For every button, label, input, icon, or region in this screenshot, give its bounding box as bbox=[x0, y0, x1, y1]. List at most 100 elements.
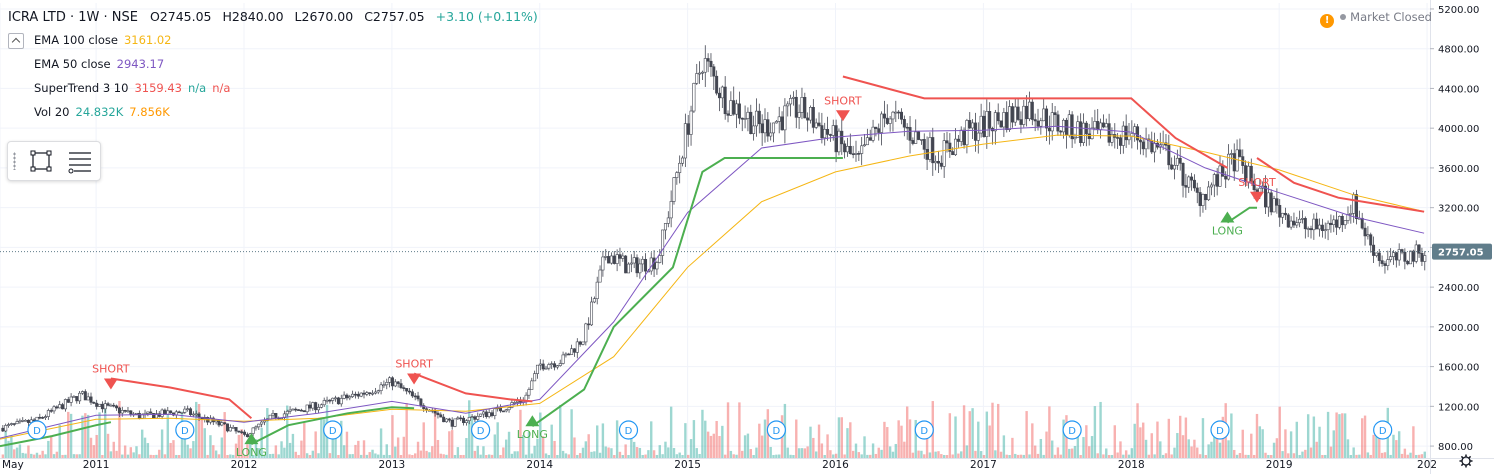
candle-body bbox=[317, 407, 321, 411]
gear-tooth bbox=[1460, 455, 1464, 459]
volume-bar bbox=[996, 403, 1000, 458]
candle-body bbox=[385, 382, 389, 386]
candle-body bbox=[609, 255, 613, 264]
volume-bar bbox=[1255, 413, 1259, 458]
volume-bar bbox=[405, 403, 408, 458]
candle-body bbox=[715, 75, 719, 94]
volume-bar bbox=[1420, 454, 1424, 458]
volume-bar bbox=[800, 448, 804, 458]
drag-handle-icon[interactable] bbox=[13, 152, 16, 170]
volume-bar bbox=[1241, 429, 1244, 458]
volume-bar bbox=[72, 454, 76, 458]
candle-body bbox=[572, 348, 576, 353]
volume-bar bbox=[763, 419, 767, 458]
candle-body bbox=[931, 137, 935, 164]
volume-bar bbox=[186, 444, 189, 458]
volume-bar bbox=[64, 454, 67, 458]
settings-gear-icon[interactable] bbox=[1459, 454, 1473, 468]
candle-body bbox=[624, 255, 628, 274]
candle-body bbox=[1306, 228, 1310, 230]
candle-body bbox=[780, 116, 784, 131]
volume-bar bbox=[1173, 447, 1176, 458]
volume-bar bbox=[1292, 453, 1296, 458]
indicator-ema100[interactable]: EMA 100 close 3161.02 bbox=[34, 33, 172, 47]
volume-bar bbox=[428, 452, 431, 458]
volume-bar bbox=[712, 433, 716, 458]
candle-body bbox=[1107, 123, 1111, 143]
indicator-label: SuperTrend 3 10 bbox=[34, 81, 129, 95]
candle-body bbox=[803, 97, 807, 119]
volume-bar bbox=[462, 454, 465, 458]
candle-body bbox=[1366, 234, 1370, 237]
rectangle-tool-icon[interactable] bbox=[28, 148, 54, 174]
volume-bar bbox=[49, 437, 53, 458]
candle-body bbox=[365, 392, 369, 395]
candle-body bbox=[1343, 220, 1347, 226]
volume-bar bbox=[726, 402, 730, 458]
candle-body bbox=[334, 397, 338, 400]
volume-bar bbox=[701, 409, 704, 458]
candle-body bbox=[899, 111, 903, 120]
indicator-supertrend[interactable]: SuperTrend 3 10 3159.43 n/a n/a bbox=[34, 81, 230, 95]
candle-body bbox=[305, 404, 309, 413]
candle-body bbox=[254, 426, 258, 429]
candle-body bbox=[1127, 135, 1131, 141]
volume-bar bbox=[1215, 431, 1219, 458]
candle-body bbox=[1292, 220, 1296, 226]
warning-icon[interactable]: ! bbox=[1320, 14, 1335, 28]
volume-bar bbox=[723, 454, 727, 458]
volume-bar bbox=[601, 423, 605, 458]
collapse-legend-button[interactable] bbox=[8, 33, 24, 49]
volume-bar bbox=[1079, 454, 1082, 458]
volume-bar bbox=[940, 454, 943, 458]
volume-bar bbox=[459, 454, 462, 458]
volume-bar bbox=[621, 454, 625, 458]
candle-body bbox=[959, 129, 963, 142]
volume-bar bbox=[1073, 445, 1077, 458]
volume-bar bbox=[1312, 416, 1316, 458]
candle-body bbox=[1013, 106, 1017, 123]
volume-bar bbox=[1380, 452, 1384, 458]
candle-body bbox=[817, 122, 821, 126]
supertrend-down-line bbox=[842, 75, 1228, 169]
volume-bar bbox=[357, 440, 360, 458]
dividend-marker bbox=[1373, 420, 1393, 440]
volume-bar bbox=[1295, 421, 1298, 458]
candle-body bbox=[1070, 114, 1074, 140]
volume-bar bbox=[573, 437, 576, 458]
settings-lines-icon[interactable] bbox=[66, 148, 92, 174]
gear-ring bbox=[1461, 456, 1471, 466]
volume-bar bbox=[1136, 403, 1139, 458]
indicator-ema50[interactable]: EMA 50 close 2943.17 bbox=[34, 57, 164, 71]
supertrend-down-line bbox=[413, 372, 533, 403]
volume-bar bbox=[533, 445, 536, 458]
candle-body bbox=[857, 153, 861, 155]
volume-bar bbox=[596, 425, 599, 458]
volume-bar bbox=[934, 451, 937, 458]
candle-body bbox=[561, 354, 565, 364]
candle-body bbox=[467, 417, 471, 421]
candle-body bbox=[791, 96, 795, 99]
volume-bar bbox=[416, 441, 420, 458]
candle-body bbox=[766, 119, 770, 137]
candle-body bbox=[905, 126, 909, 129]
candle-body bbox=[78, 392, 82, 402]
volume-bar bbox=[1235, 454, 1239, 458]
volume-bar bbox=[362, 440, 366, 458]
candle-body bbox=[965, 120, 969, 146]
indicator-volume[interactable]: Vol 20 24.832K 7.856K bbox=[34, 105, 170, 119]
volume-bar bbox=[510, 453, 514, 458]
candle-body bbox=[618, 254, 622, 259]
volume-bar bbox=[968, 411, 971, 458]
candle-body bbox=[928, 137, 932, 160]
candle-body bbox=[1369, 234, 1373, 246]
volume-bar bbox=[246, 444, 249, 458]
volume-bar bbox=[1375, 436, 1378, 458]
volume-bar bbox=[75, 454, 78, 458]
volume-bar bbox=[297, 454, 300, 458]
candle-body bbox=[592, 298, 596, 303]
volume-bar bbox=[1278, 406, 1281, 458]
dividend-marker bbox=[27, 420, 47, 440]
